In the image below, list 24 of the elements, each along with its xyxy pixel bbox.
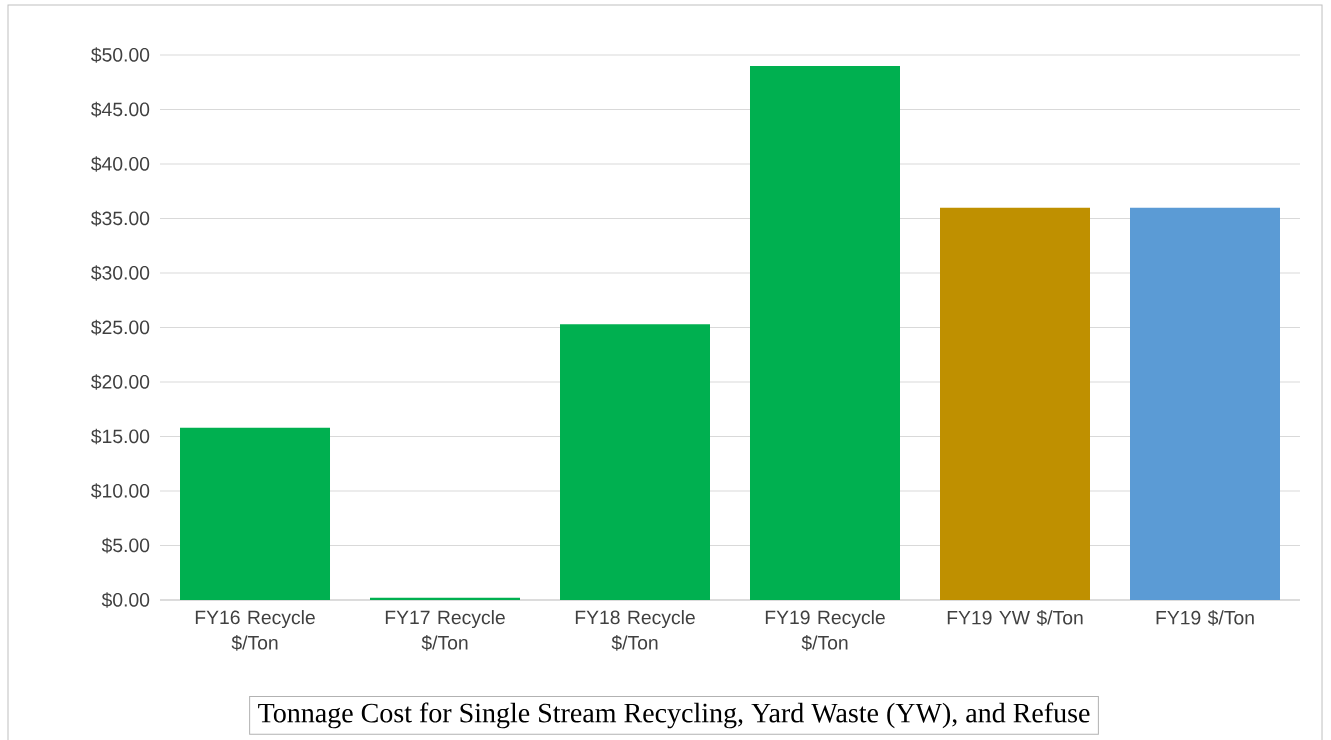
x-tick-label: FY19 $/Ton [1156,610,1254,626]
y-tick-label: $35.00 [91,210,150,227]
y-tick-label: $10.00 [91,483,150,499]
y-tick-label: $5.00 [101,537,150,554]
bar [1130,207,1280,600]
bar [940,207,1090,600]
y-tick-label: $0.00 [101,592,150,608]
y-tick-label: $40.00 [91,156,150,172]
bar [180,427,331,600]
x-tick-label: FY19 Recycle $/Ton [765,610,885,651]
x-tick-label: FY18 Recycle $/Ton [575,610,695,651]
y-tick-label: $30.00 [91,265,150,281]
bar [370,597,520,600]
text: Tonnage Cost for Single Stream Recycling, Yard Waste (YW), and Refuse [258,702,1090,729]
bar [560,324,710,600]
y-tick-label: $50.00 [91,47,150,63]
bar [750,65,900,600]
x-tick-label: FY19 YW $/Ton [947,610,1083,626]
y-tick-label: $20.00 [91,374,150,390]
x-tick-label: FY17 Recycle $/Ton [385,610,505,651]
y-tick-label: $25.00 [91,319,150,336]
x-tick-label: FY16 Recycle $/Ton [195,610,315,651]
y-tick-label: $45.00 [91,101,150,118]
y-tick-label: $15.00 [91,428,150,445]
